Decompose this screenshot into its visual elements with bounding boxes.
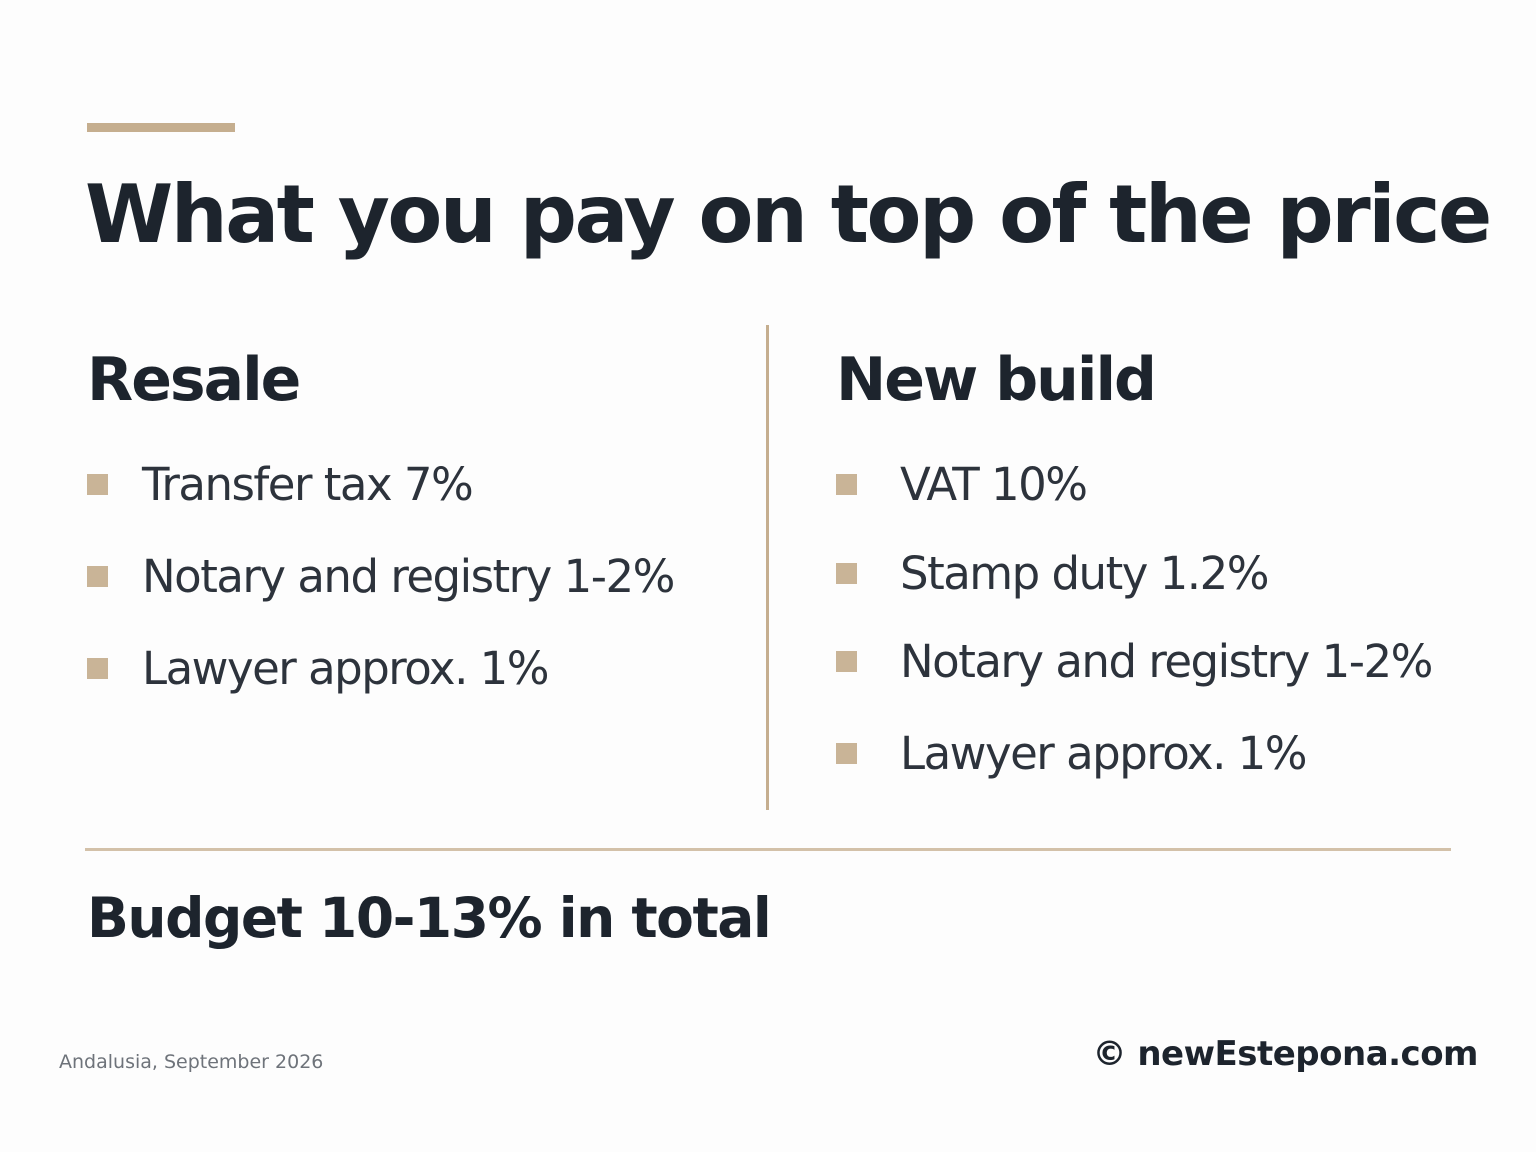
column-divider <box>766 325 769 810</box>
square-bullet-icon <box>87 657 108 679</box>
resale-column: Resale Transfer tax 7% Notary and regist… <box>87 340 675 695</box>
copyright-notice: © newEstepona.com <box>1092 1034 1479 1074</box>
page-title: What you pay on top of the price <box>85 168 1492 261</box>
new-build-column: New build VAT 10% Stamp duty 1.2% Notary… <box>836 340 1433 780</box>
square-bullet-icon <box>87 565 108 587</box>
resale-heading: Resale <box>87 345 301 415</box>
square-bullet-icon <box>87 473 108 495</box>
resale-cost-item: Notary and registry 1-2% <box>87 546 675 606</box>
resale-cost-label: Notary and registry 1-2% <box>142 549 675 603</box>
square-bullet-icon <box>836 650 857 672</box>
new-build-heading: New build <box>836 345 1157 415</box>
resale-cost-item: Lawyer approx. 1% <box>87 638 550 698</box>
resale-cost-item: Transfer tax 7% <box>87 454 474 514</box>
new-build-cost-label: Notary and registry 1-2% <box>900 634 1433 688</box>
new-build-cost-item: Lawyer approx. 1% <box>836 723 1308 783</box>
title-accent-bar <box>87 123 235 132</box>
resale-cost-label: Lawyer approx. 1% <box>142 641 550 695</box>
new-build-cost-label: VAT 10% <box>900 457 1088 511</box>
resale-cost-label: Transfer tax 7% <box>142 457 474 511</box>
new-build-cost-label: Lawyer approx. 1% <box>900 726 1308 780</box>
square-bullet-icon <box>836 742 857 764</box>
location-date: Andalusia, September 2026 <box>59 1051 324 1073</box>
summary-divider <box>85 848 1451 851</box>
new-build-cost-item: VAT 10% <box>836 454 1088 514</box>
square-bullet-icon <box>836 562 857 584</box>
budget-summary: Budget 10-13% in total <box>87 886 772 950</box>
new-build-cost-item: Stamp duty 1.2% <box>836 543 1269 603</box>
square-bullet-icon <box>836 473 857 495</box>
new-build-cost-label: Stamp duty 1.2% <box>900 546 1269 600</box>
new-build-cost-item: Notary and registry 1-2% <box>836 631 1433 691</box>
